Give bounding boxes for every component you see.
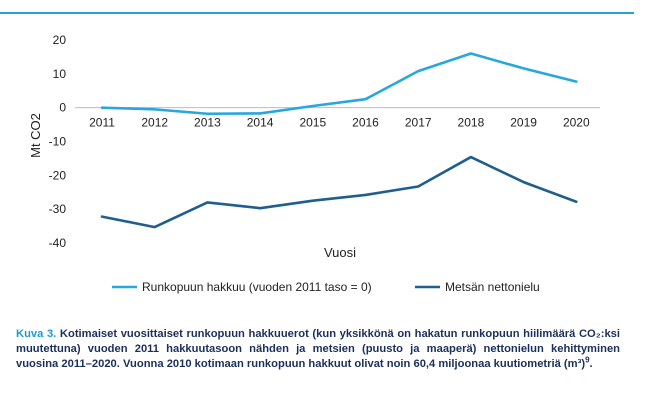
series-line-metsan-nettonielu <box>100 155 578 229</box>
x-tick-label: 2011 <box>89 116 115 130</box>
y-tick-label: -10 <box>49 135 67 149</box>
caption-end: . <box>589 358 593 370</box>
y-tick-label: 0 <box>59 101 66 115</box>
y-tick-label: 10 <box>53 67 67 81</box>
y-tick-label: -40 <box>49 236 67 250</box>
legend: Runkopuun hakkuu (vuoden 2011 taso = 0) M… <box>112 280 540 294</box>
legend-label: Runkopuun hakkuu (vuoden 2011 taso = 0) <box>142 280 372 294</box>
x-tick-label: 2015 <box>299 116 326 130</box>
x-tick-label: 2013 <box>194 116 221 130</box>
series-lines <box>100 52 578 229</box>
x-tick-label: 2019 <box>510 116 537 130</box>
x-axis-title: Vuosi <box>324 245 356 260</box>
x-tick-label: 2018 <box>458 116 485 130</box>
caption-label: Kuva 3. <box>16 328 57 340</box>
x-axis-ticks: 2011 2012 2013 2014 2015 2016 2017 2018 2019 2020 <box>89 116 590 130</box>
x-tick-label: 2017 <box>405 116 432 130</box>
x-tick-label: 2014 <box>247 116 274 130</box>
series-line-runkopuun-hakkuu <box>100 52 578 116</box>
caption-footnote-ref: 9 <box>585 355 590 365</box>
legend-label: Metsän nettonielu <box>445 280 540 294</box>
caption-text: Kotimaiset vuosittaiset runkopuun hakkuu… <box>16 328 620 370</box>
x-tick-label: 2012 <box>141 116 168 130</box>
top-divider-line <box>0 12 634 14</box>
figure-caption: Kuva 3. Kotimaiset vuosittaiset runkopuu… <box>16 327 620 372</box>
x-tick-label: 2020 <box>563 116 590 130</box>
y-axis-title: Mt CO2 <box>28 113 43 158</box>
y-axis-ticks: 20 10 0 -10 -20 -30 -40 <box>49 33 67 250</box>
y-tick-label: 20 <box>53 33 67 47</box>
x-tick-label: 2016 <box>352 116 379 130</box>
y-tick-label: -30 <box>49 202 67 216</box>
y-tick-label: -20 <box>49 168 67 182</box>
